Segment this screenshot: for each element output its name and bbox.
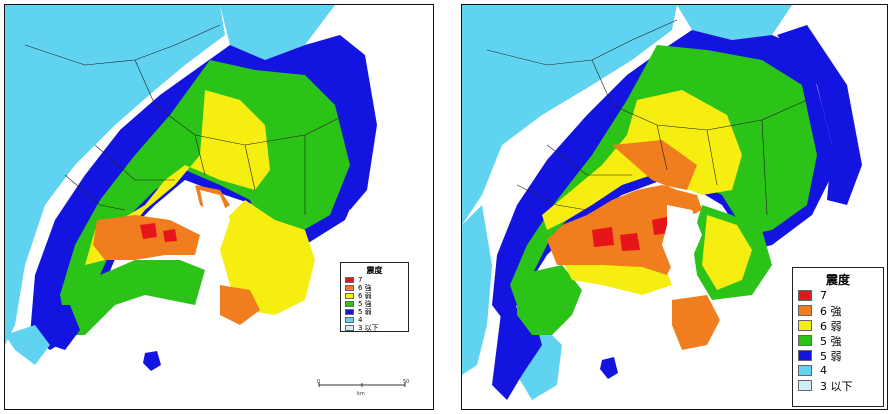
legend-label: 4	[358, 316, 363, 324]
legend-title: 震度	[366, 266, 383, 275]
region-intensity-5-weak-east-coast	[305, 35, 377, 210]
region-intensity-4-north	[677, 5, 792, 40]
legend-item-5-strong: 5 強	[798, 333, 883, 348]
legend-label: 7	[358, 276, 363, 284]
legend-item-6-strong: 6 強	[345, 284, 408, 292]
legend-label: 6 強	[820, 304, 842, 318]
legend-item-5-weak: 5 弱	[798, 348, 883, 363]
region-intensity-5-strong	[510, 45, 817, 305]
region-intensity-6-strong-boso-tip	[220, 285, 260, 325]
scale-start-label: 0	[317, 379, 321, 385]
legend-label: 3 以下	[820, 379, 853, 393]
region-intensity-4-west	[462, 205, 492, 375]
legend-item-4: 4	[798, 363, 883, 378]
legend-label: 3 以下	[358, 324, 379, 332]
izu-peninsula	[40, 305, 80, 350]
legend-label: 6 弱	[358, 292, 372, 300]
island-oshima	[600, 357, 618, 379]
region-intensity-5-strong-izu	[517, 265, 582, 335]
region-intensity-4-north	[220, 5, 335, 60]
tokyo-bay	[200, 190, 230, 255]
legend-swatch-3-or-less	[345, 325, 354, 331]
legend-label: 6 強	[358, 284, 372, 292]
region-intensity-7-b	[163, 229, 177, 242]
legend-swatch-5-strong	[798, 335, 812, 346]
legend-item-7: 7	[798, 288, 883, 303]
prefecture-boundaries	[24, 24, 346, 215]
legend-item-5-strong: 5 強	[345, 300, 408, 308]
seismic-intensity-map-left	[5, 5, 433, 409]
map-panel-left: 震度 7 6 強 6 弱 5 強 5 弱 4 3 以下 0 50 km	[4, 4, 434, 410]
region-intensity-5-strong	[60, 60, 350, 320]
region-intensity-6-strong-boso-tip	[672, 295, 720, 350]
region-intensity-4-northwest	[462, 5, 677, 225]
legend-swatch-6-strong	[798, 305, 812, 316]
region-intensity-5-weak-east-coast	[777, 25, 862, 205]
legend-swatch-5-weak	[345, 309, 354, 315]
region-intensity-7	[140, 223, 157, 239]
legend-label: 5 強	[820, 334, 842, 348]
legend-label: 7	[820, 289, 827, 302]
legend-item-3-or-less: 3 以下	[798, 378, 883, 393]
scale-bar: 0 50 km	[317, 379, 409, 401]
legend-swatch-6-weak	[345, 293, 354, 299]
legend-label: 6 弱	[820, 319, 842, 333]
island-oshima	[143, 351, 161, 371]
legend-item-6-weak: 6 弱	[798, 318, 883, 333]
legend-swatch-5-strong	[345, 301, 354, 307]
scale-bar-graphic	[318, 382, 406, 387]
legend-item-3-or-less: 3 以下	[345, 324, 408, 332]
region-intensity-6-weak-boso	[702, 215, 752, 290]
legend-swatch-6-weak	[798, 320, 812, 331]
prefecture-boundaries	[486, 19, 808, 216]
region-intensity-4-west-coast	[5, 325, 50, 365]
tokyo-bay	[662, 205, 702, 270]
legend-swatch-6-strong	[345, 285, 354, 291]
legend-label: 5 弱	[820, 349, 842, 363]
legend-swatch-4	[798, 365, 812, 376]
region-intensity-4-northwest	[5, 5, 225, 345]
legend-label: 4	[820, 364, 827, 377]
legend-swatch-7	[345, 277, 354, 283]
region-intensity-7-b	[620, 233, 640, 251]
legend-item-4: 4	[345, 316, 408, 324]
region-intensity-7-c	[652, 217, 670, 235]
legend-title: 震度	[825, 273, 850, 287]
scale-end-label: 50	[403, 379, 410, 385]
legend-item-7: 7	[345, 276, 408, 284]
legend-swatch-7	[798, 290, 812, 301]
legend-item-6-strong: 6 強	[798, 303, 883, 318]
map-panel-right: 震度 7 6 強 6 弱 5 強 5 弱 4 3 以下	[461, 4, 888, 410]
legend-item-5-weak: 5 弱	[345, 308, 408, 316]
region-intensity-6-weak-boso	[220, 200, 315, 315]
legend-label: 5 強	[358, 300, 372, 308]
region-intensity-5-strong-south	[65, 260, 205, 335]
legend-swatch-5-weak	[798, 350, 812, 361]
legend-label: 5 弱	[358, 308, 372, 316]
legend-item-6-weak: 6 弱	[345, 292, 408, 300]
legend-swatch-4	[345, 317, 354, 323]
region-intensity-7	[592, 227, 614, 247]
legend-swatch-3-or-less	[798, 380, 812, 391]
legend-right: 震度 7 6 強 6 弱 5 強 5 弱 4 3 以下	[792, 267, 884, 407]
legend-left: 震度 7 6 強 6 弱 5 強 5 弱 4 3 以下	[340, 262, 409, 332]
scale-unit-label: km	[357, 391, 365, 397]
